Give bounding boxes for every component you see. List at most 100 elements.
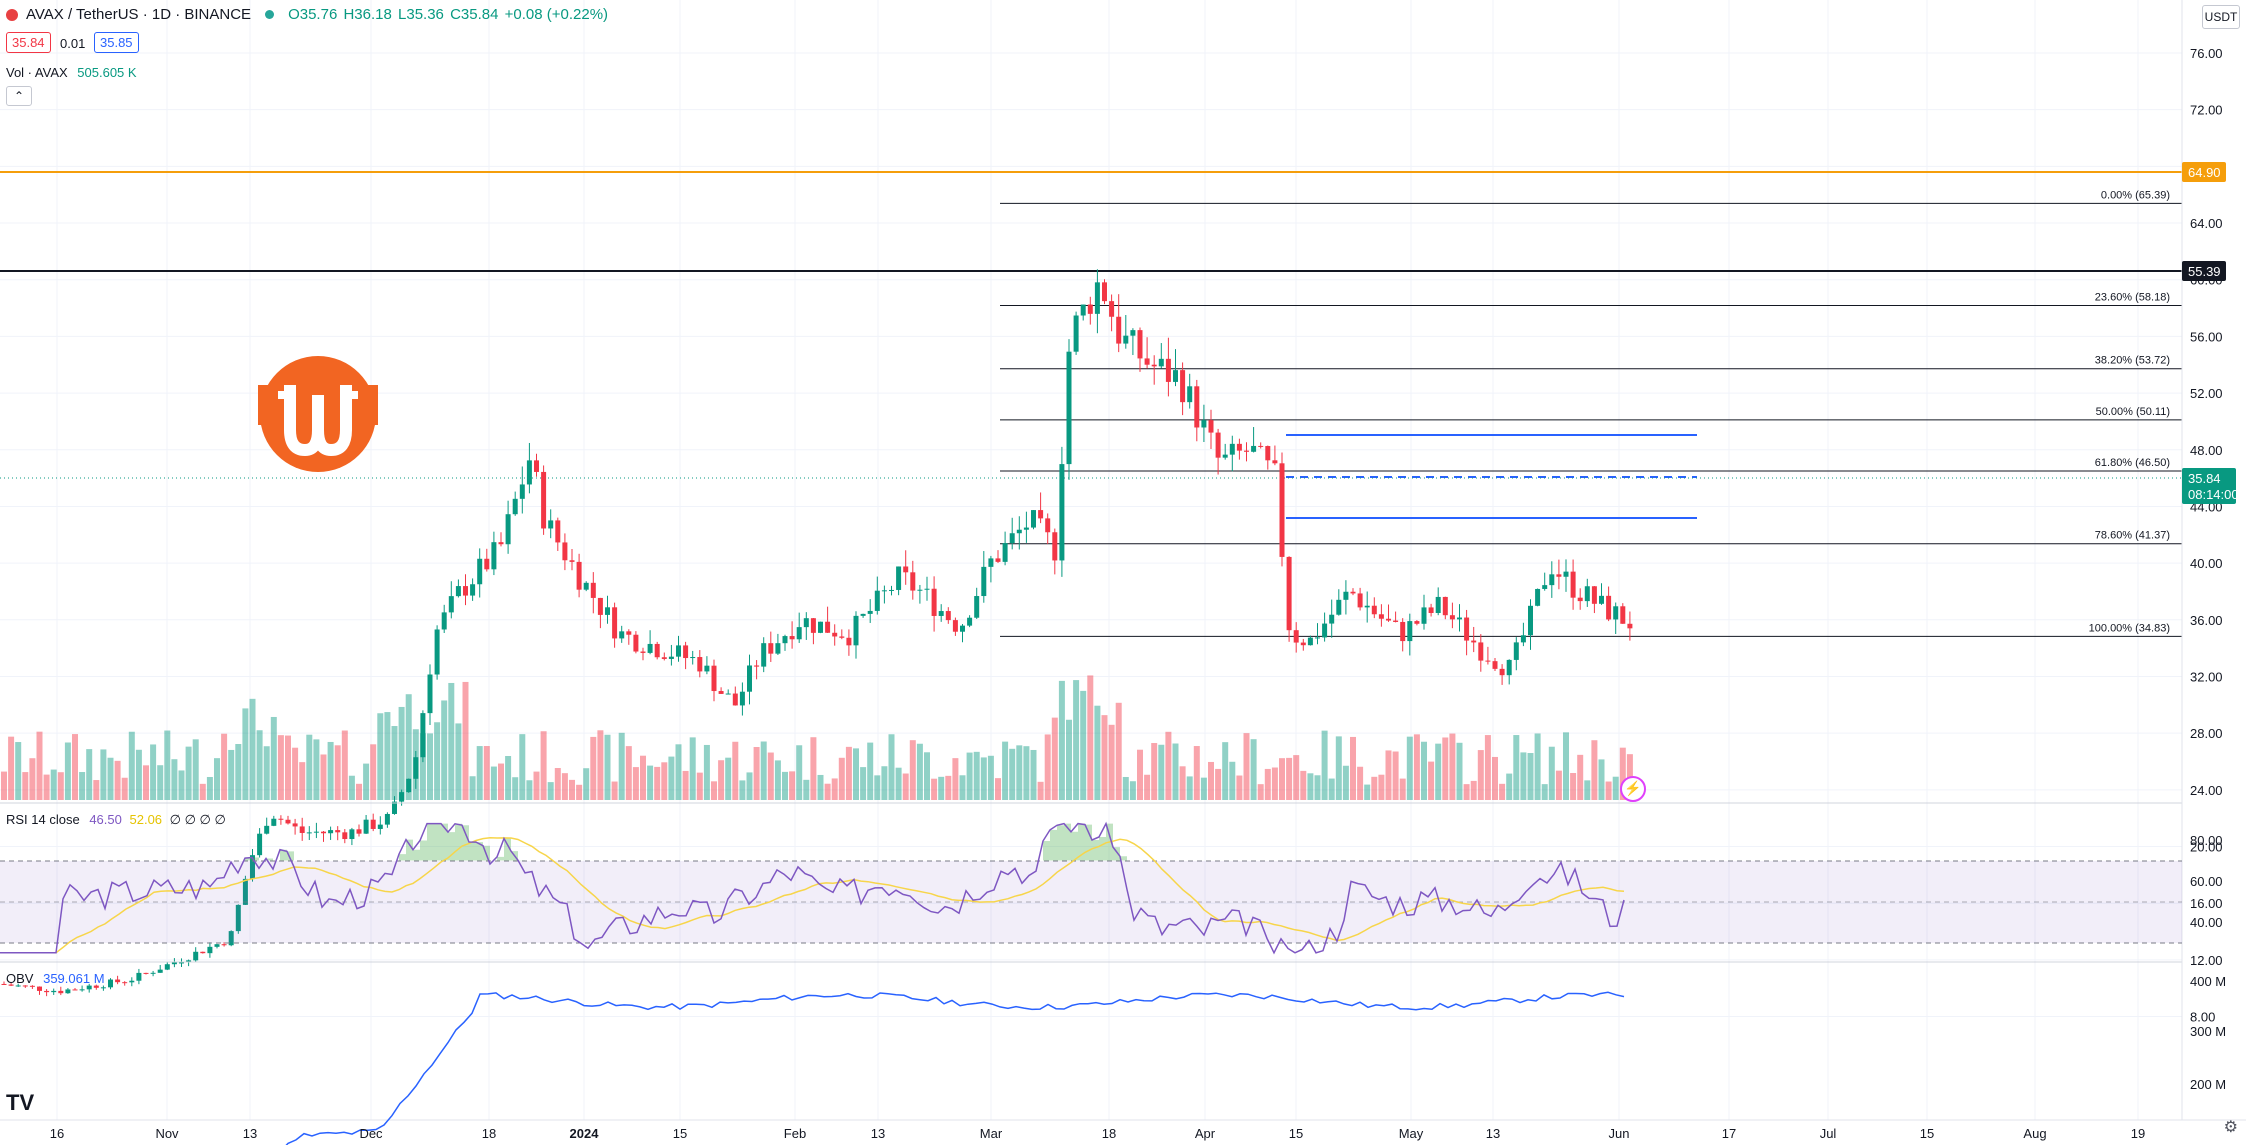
volume-bar <box>782 771 788 800</box>
candle-body <box>1457 617 1462 620</box>
candle-body <box>1208 420 1214 433</box>
volume-legend: Vol · AVAX 505.605 K <box>6 65 137 80</box>
volume-bar <box>36 731 43 800</box>
volume-bar <box>995 778 1001 800</box>
candle-body <box>1528 605 1533 636</box>
candle-body <box>562 542 568 561</box>
time-axis-label: Apr <box>1195 1126 1216 1141</box>
range-box[interactable] <box>1286 434 1697 519</box>
candle-body <box>867 610 873 614</box>
volume-bar <box>1172 743 1179 800</box>
rsi-pane[interactable] <box>0 821 2182 955</box>
candle-body <box>1322 623 1328 638</box>
price-axis-label: 24.00 <box>2190 783 2223 798</box>
candle-body <box>179 962 184 964</box>
currency-unit-button[interactable]: USDT <box>2202 5 2240 29</box>
market-status-icon[interactable] <box>265 10 275 19</box>
obv-axis-label: 300 M <box>2190 1024 2226 1039</box>
rsi-value: 46.50 <box>89 812 122 827</box>
candle-body <box>1244 450 1249 452</box>
candle-body <box>463 586 468 596</box>
candle-body <box>789 636 795 640</box>
volume-bar <box>462 681 469 800</box>
candle-body <box>1485 660 1491 662</box>
volume-bar <box>1342 765 1349 800</box>
candle-body <box>1627 623 1633 629</box>
time-axis-label: 16 <box>50 1126 64 1141</box>
candle-body <box>193 951 199 961</box>
volume-bar <box>313 739 320 800</box>
candle-body <box>349 829 355 840</box>
orange-line-price-tag: 64.90 <box>2182 162 2226 182</box>
sell-price-box[interactable]: 35.84 <box>6 32 51 53</box>
lightning-icon[interactable]: ⚡ <box>1620 776 1646 802</box>
candle-body <box>455 586 461 597</box>
candle-body <box>1258 445 1264 447</box>
time-axis[interactable]: 16 Nov 13 Dec 18 2024 15 Feb 13 Mar 18 Apr 15 May 13 Ju… <box>50 1126 2145 1141</box>
volume-bar <box>1094 705 1101 800</box>
volume-bar <box>867 742 874 800</box>
candle-body <box>1151 364 1157 367</box>
fib-level-label: 0.00% (65.39) <box>2101 189 2170 201</box>
volume-bar <box>1428 761 1435 800</box>
volume-bar <box>732 741 739 800</box>
candle-body <box>612 607 618 639</box>
volume-bar <box>1066 719 1072 800</box>
candlestick-series[interactable] <box>1 269 1633 997</box>
volume-bars <box>1 675 1633 800</box>
obv-pane[interactable] <box>0 991 1625 1145</box>
candle-body <box>782 636 788 644</box>
tradingview-logo-icon[interactable]: TV <box>6 1090 35 1115</box>
volume-bar <box>1435 743 1442 800</box>
candle-body <box>555 520 561 543</box>
volume-bar <box>505 756 512 800</box>
volume-bar <box>1151 743 1158 800</box>
fibonacci-retracement[interactable]: 0.00% (65.39) 23.60% (58.18) 38.20% (53.72… <box>1000 189 2182 637</box>
time-axis-label: 13 <box>1486 1126 1500 1141</box>
symbol-title[interactable]: AVAX / TetherUS · 1D · BINANCE <box>26 6 252 23</box>
volume-bar <box>22 772 29 800</box>
rsi-extra-values: ∅ ∅ ∅ ∅ <box>169 812 226 827</box>
candle-body <box>747 665 752 692</box>
volume-bar <box>1591 740 1598 800</box>
svg-text:55.39: 55.39 <box>2188 264 2221 279</box>
candle-body <box>860 613 866 616</box>
volume-bar <box>185 746 192 800</box>
volume-bar <box>1413 734 1420 800</box>
candle-body <box>988 558 994 567</box>
candle-body <box>321 831 326 834</box>
volume-bar <box>1619 747 1626 800</box>
volume-bar <box>72 734 78 800</box>
rsi-axis-label: 80.00 <box>2190 833 2223 848</box>
volume-bar <box>363 763 370 800</box>
volume-bar <box>228 749 235 800</box>
volume-bar <box>1179 766 1186 800</box>
volume-bar <box>1058 680 1065 800</box>
volume-bar <box>711 781 717 800</box>
candle-body <box>15 985 21 987</box>
candle-body <box>1343 591 1349 600</box>
candle-body <box>1506 659 1512 676</box>
last-price-tag: 35.84 08:14:00 <box>2182 468 2239 504</box>
volume-bar <box>1612 776 1619 800</box>
volume-bar <box>8 736 15 800</box>
candle-body <box>115 979 121 983</box>
candle-body <box>704 665 710 672</box>
close-value: C35.84 <box>450 6 499 23</box>
bitcoin-style-watermark-icon <box>258 356 378 472</box>
collapse-legend-button[interactable]: ⌃ <box>6 86 32 106</box>
volume-bar <box>810 737 817 800</box>
candle-body <box>58 990 64 994</box>
volume-bar <box>924 752 930 800</box>
gear-icon[interactable]: ⚙ <box>2223 1119 2238 1136</box>
candle-body <box>335 830 341 833</box>
volume-bar <box>1073 680 1080 800</box>
volume-bar <box>1016 745 1023 800</box>
buy-price-box[interactable]: 35.85 <box>94 32 139 53</box>
volume-bar <box>1470 780 1477 800</box>
candle-body <box>491 542 497 570</box>
volume-bar <box>1406 736 1413 800</box>
candle-body <box>1059 464 1065 561</box>
candle-body <box>1272 460 1278 464</box>
